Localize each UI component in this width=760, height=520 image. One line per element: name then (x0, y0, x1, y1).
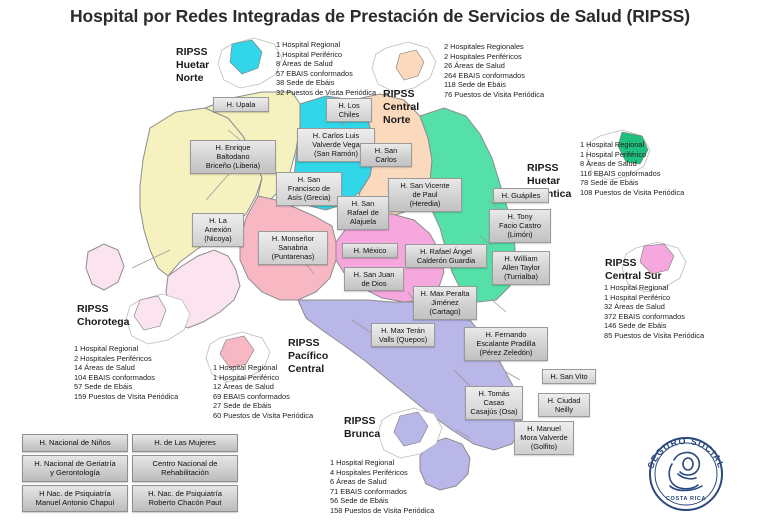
hospital-label-mexico[interactable]: H. México (342, 243, 398, 259)
hospital-label-guapiles[interactable]: H. Guápiles (493, 188, 549, 204)
hospital-label-max-peralta[interactable]: H. Max Peralta Jiménez (Cartago) (413, 286, 477, 320)
region-title-chorotega: RIPSS Chorotega (77, 303, 130, 328)
region-title-pacifico-central: RIPSS Pacífico Central (288, 337, 329, 375)
region-stats-central-sur: 1 Hospital Regional 1 Hospital Periféric… (604, 283, 705, 340)
logo-bottom-text: COSTA RICA (666, 496, 706, 502)
hospital-label-monsenor[interactable]: H. Monseñor Sanabria (Puntarenas) (258, 231, 328, 265)
legend-row-3: H Nac. de Psiquiatría Manuel Antonio Cha… (22, 484, 238, 512)
legend-box-mujeres[interactable]: H. de Las Mujeres (132, 434, 238, 452)
region-stats-chorotega: 1 Hospital Regional 2 Hospitales Perifér… (74, 344, 179, 401)
hospital-label-carlos-luis[interactable]: H. Carlos Luis Valverde Vega (San Ramón) (297, 128, 375, 162)
region-shape-osa-peninsula (419, 437, 471, 491)
hospital-label-san-rafael[interactable]: H. San Rafael de Alajuela (337, 196, 389, 230)
hospital-label-fernando-escalante[interactable]: H. Fernando Escalante Pradilla (Pérez Ze… (464, 327, 548, 361)
hospital-label-calderon[interactable]: H. Rafael Ángel Calderón Guardia (405, 244, 487, 269)
seguro-social-logo: SEGURO SOCIAL COSTA RICA (646, 436, 725, 511)
legend-box-ninos[interactable]: H. Nacional de Niños (22, 434, 128, 452)
hospital-label-tomas-casas[interactable]: H. Tomás Casas Casajús (Osa) (465, 386, 523, 420)
hospital-label-ciudad-neilly[interactable]: H. Ciudad Neilly (538, 393, 590, 418)
region-shape-chorotega-strip (85, 243, 125, 291)
region-stats-huetar-atlantica: 1 Hospital Regional 1 Hospital Periféric… (580, 140, 685, 197)
region-title-central-sur: RIPSS Central Sur (605, 257, 662, 282)
region-title-huetar-norte: RIPSS Huetar Norte (176, 46, 210, 84)
hospital-label-san-carlos[interactable]: H. San Carlos (360, 143, 412, 168)
hospital-label-tony-facio[interactable]: H. Tony Facio Castro (Limón) (489, 209, 551, 243)
region-stats-pacifico-central: 1 Hospital Regional 1 Hospital Periféric… (213, 363, 314, 420)
hospital-label-manuel-mora[interactable]: H. Manuel Mora Valverde (Golfito) (514, 421, 574, 455)
hospital-label-upala[interactable]: H. Upala (213, 97, 269, 113)
legend-row-1: H. Nacional de Niños H. de Las Mujeres (22, 434, 238, 452)
hospital-label-san-vicente[interactable]: H. San Vicente de Paul (Heredia) (388, 178, 462, 212)
hospital-label-william-allen[interactable]: H. William Allen Taylor (Turrialba) (492, 251, 550, 285)
hospital-label-max-teran[interactable]: H. Max Terán Valls (Quepos) (371, 323, 435, 348)
legend-row-2: H. Nacional de Geriatría y Gerontología … (22, 454, 238, 482)
hospital-label-san-vito[interactable]: H. San Vito (542, 369, 596, 385)
hospital-label-san-francisco[interactable]: H. San Francisco de Asís (Grecia) (276, 172, 342, 206)
hospital-label-san-juan-dios[interactable]: H. San Juan de Dios (344, 267, 404, 292)
logo-outer-circle (649, 437, 723, 511)
hospital-label-enrique-baltodano[interactable]: H. Enrique Baltodano Briceño (Liberia) (190, 140, 276, 174)
region-stats-central-norte: 2 Hospitales Regionales 2 Hospitales Per… (444, 42, 545, 99)
region-stats-huetar-norte: 1 Hospital Regional 1 Hospital Periféric… (276, 40, 377, 97)
legend-box-rehabilitacion[interactable]: Centro Nacional de Rehabilitación (132, 454, 238, 482)
region-title-brunca: RIPSS Brunca (344, 415, 381, 440)
locator-highlights (133, 39, 675, 447)
legend-box-geriatria[interactable]: H. Nacional de Geriatría y Gerontología (22, 454, 128, 482)
hospital-label-la-anexion[interactable]: H. La Anexión (Nicoya) (192, 213, 244, 247)
mother-child-emblem (668, 451, 703, 492)
legend-box-chapui[interactable]: H Nac. de Psiquiatría Manuel Antonio Cha… (22, 484, 128, 512)
region-stats-brunca: 1 Hospital Regional 4 Hospitales Perifér… (330, 458, 435, 515)
logo-inner-circle (654, 442, 718, 506)
hospital-label-los-chiles[interactable]: H. Los Chiles (326, 98, 372, 123)
region-title-central-norte: RIPSS Central Norte (383, 88, 420, 126)
page-title: Hospital por Redes Integradas de Prestac… (70, 6, 690, 26)
legend-box-chacon-paut[interactable]: H. Nac. de Psiquiatría Roberto Chacón Pa… (132, 484, 238, 512)
national-hospitals-legend: H. Nacional de Niños H. de Las Mujeres H… (22, 434, 238, 515)
